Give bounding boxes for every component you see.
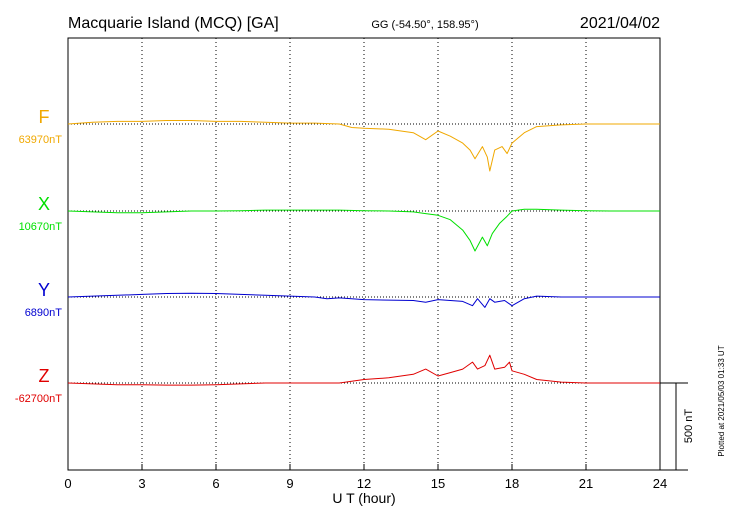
scale-bar-label: 500 nT (683, 409, 695, 444)
x-tick-label: 12 (357, 476, 371, 491)
series-name-f: F (39, 107, 50, 127)
series-name-z: Z (39, 366, 50, 386)
series-labels: F 63970nT X 10670nT Y 6890nT Z -62700nT (15, 107, 62, 405)
station-title: Macquarie Island (MCQ) [GA] (68, 15, 279, 32)
station-coordinates: GG (-54.50°, 158.95°) (371, 19, 478, 31)
x-axis-ticks: 0 3 6 9 12 15 18 21 24 (64, 464, 667, 491)
plot-date: 2021/04/02 (580, 15, 660, 32)
x-tick-label: 9 (286, 476, 293, 491)
x-tick-label: 6 (212, 476, 219, 491)
series-layer (67, 120, 660, 386)
series-line-y (67, 292, 660, 308)
scale-bar: 500 nT (660, 382, 695, 471)
grid (141, 38, 587, 470)
series-baseline-label-y: 6890nT (25, 307, 63, 319)
series-line-z (67, 354, 660, 386)
x-tick-label: 21 (579, 476, 593, 491)
x-tick-label: 18 (505, 476, 519, 491)
x-axis-label: U T (hour) (332, 490, 395, 506)
series-line-x (67, 208, 660, 252)
series-name-y: Y (38, 280, 50, 300)
series-baseline-label-f: 63970nT (19, 134, 63, 146)
x-tick-label: 0 (64, 476, 71, 491)
x-tick-label: 3 (138, 476, 145, 491)
x-tick-label: 15 (431, 476, 445, 491)
series-baseline-label-x: 10670nT (19, 221, 63, 233)
series-name-x: X (38, 194, 50, 214)
plotted-at-note: Plotted at 2021/05/03 01:33 UT (717, 345, 726, 456)
series-baseline-label-z: -62700nT (15, 393, 62, 405)
x-tick-label: 24 (653, 476, 667, 491)
series-line-f (67, 120, 660, 172)
